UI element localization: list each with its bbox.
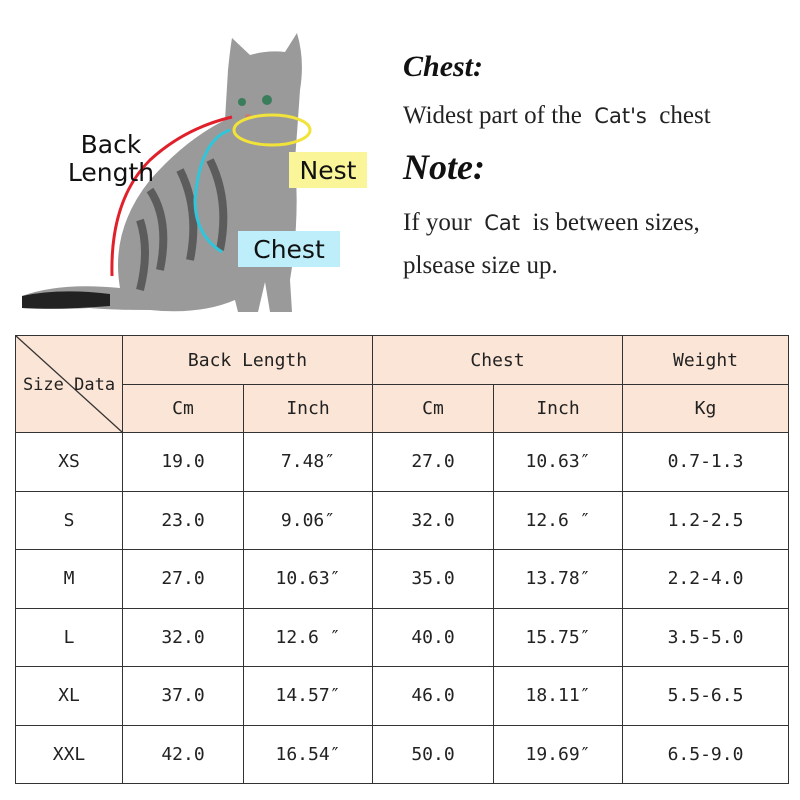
back-length-label-line1: Back	[80, 130, 142, 159]
value-cell: 42.0	[122, 724, 244, 784]
value-cell: 35.0	[372, 549, 494, 609]
value-cell: 10.63″	[243, 549, 373, 609]
note-description-line1: If your Cat is between sizes,	[403, 209, 700, 237]
size-cell: XS	[15, 432, 123, 492]
value-cell: 19.0	[122, 432, 244, 492]
table-row: XXL 42.0 16.54″ 50.0 19.69″ 6.5-9.0	[15, 724, 789, 784]
table-row: XS 19.0 7.48″ 27.0 10.63″ 0.7-1.3	[15, 432, 789, 492]
corner-cell: Size Data	[15, 335, 123, 433]
value-cell: 2.2-4.0	[622, 549, 789, 609]
header-row-groups: Size Data Back Length Chest Weight	[15, 335, 789, 433]
note-text-1b: is between sizes,	[532, 209, 700, 236]
table-row: M 27.0 10.63″ 35.0 13.78″ 2.2-4.0	[15, 549, 789, 609]
unit-cell: Cm	[372, 384, 494, 433]
unit-cell: Kg	[622, 384, 789, 433]
value-cell: 0.7-1.3	[622, 432, 789, 492]
chest-arc	[193, 128, 231, 254]
size-cell: XXL	[15, 724, 123, 784]
group-back-length: Back Length	[122, 335, 373, 385]
group-chest: Chest	[372, 335, 623, 385]
value-cell: 27.0	[122, 549, 244, 609]
back-length-label: Back Length	[66, 131, 156, 187]
chest-heading: Chest:	[403, 50, 484, 83]
note-text-1a: If your	[403, 209, 472, 236]
chest-text-1: Widest part of the	[403, 102, 582, 129]
cat-silhouette	[22, 33, 302, 312]
value-cell: 9.06″	[243, 490, 373, 550]
value-cell: 13.78″	[493, 549, 623, 609]
cat-photo	[22, 33, 312, 312]
value-cell: 12.6 ″	[243, 607, 373, 667]
table-row: L 32.0 12.6 ″ 40.0 15.75″ 3.5-5.0	[15, 607, 789, 667]
value-cell: 7.48″	[243, 432, 373, 492]
value-cell: 5.5-6.5	[622, 666, 789, 726]
group-weight: Weight	[622, 335, 789, 385]
chest-text-cat: Cat's	[594, 104, 647, 128]
note-heading: Note:	[403, 147, 485, 187]
corner-label: Size Data	[22, 374, 116, 395]
size-cell: XL	[15, 666, 123, 726]
value-cell: 46.0	[372, 666, 494, 726]
chest-label: Chest	[238, 231, 340, 267]
note-description-line2: plsease size up.	[403, 252, 558, 279]
table-row: XL 37.0 14.57″ 46.0 18.11″ 5.5-6.5	[15, 666, 789, 726]
value-cell: 6.5-9.0	[622, 724, 789, 784]
nest-ring	[232, 113, 312, 147]
value-cell: 23.0	[122, 490, 244, 550]
value-cell: 27.0	[372, 432, 494, 492]
value-cell: 37.0	[122, 666, 244, 726]
size-table: Size Data Back Length Chest Weight Cm In…	[15, 335, 789, 784]
value-cell: 14.57″	[243, 666, 373, 726]
diagonal-divider	[16, 336, 122, 432]
value-cell: 40.0	[372, 607, 494, 667]
back-length-label-line2: Length	[67, 158, 155, 187]
value-cell: 32.0	[372, 490, 494, 550]
note-text-cat: Cat	[484, 211, 520, 235]
back-length-arc	[110, 115, 233, 277]
value-cell: 3.5-5.0	[622, 607, 789, 667]
size-cell: L	[15, 607, 123, 667]
table-row: S 23.0 9.06″ 32.0 12.6 ″ 1.2-2.5	[15, 490, 789, 550]
chest-description: Widest part of the Cat's chest	[403, 102, 711, 130]
size-cell: M	[15, 549, 123, 609]
value-cell: 16.54″	[243, 724, 373, 784]
size-cell: S	[15, 490, 123, 550]
unit-cell: Inch	[493, 384, 623, 433]
unit-cell: Inch	[243, 384, 373, 433]
value-cell: 18.11″	[493, 666, 623, 726]
value-cell: 1.2-2.5	[622, 490, 789, 550]
value-cell: 19.69″	[493, 724, 623, 784]
value-cell: 12.6 ″	[493, 490, 623, 550]
value-cell: 32.0	[122, 607, 244, 667]
nest-label: Nest	[289, 152, 367, 188]
value-cell: 15.75″	[493, 607, 623, 667]
chest-text-2: chest	[659, 102, 711, 129]
value-cell: 50.0	[372, 724, 494, 784]
value-cell: 10.63″	[493, 432, 623, 492]
unit-cell: Cm	[122, 384, 244, 433]
header-row-units: Cm Inch Cm Inch Kg	[16, 384, 789, 433]
